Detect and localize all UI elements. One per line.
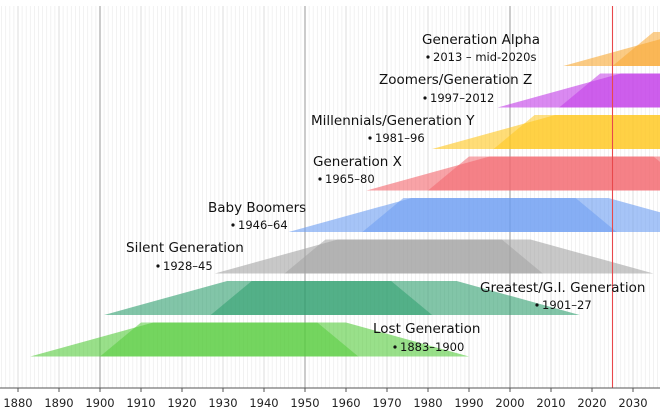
x-tick-label: 1880	[3, 396, 32, 410]
x-tick-label: 1960	[331, 396, 360, 410]
x-tick-label: 1950	[290, 396, 319, 410]
band-core	[284, 239, 543, 274]
x-tick-label: 1920	[167, 396, 196, 410]
x-tick-label: 2020	[577, 396, 606, 410]
years-greatest-g-i-generation: 1901–27	[542, 298, 592, 312]
label-zoomers-generation-z: Zoomers/Generation Z	[379, 72, 532, 88]
band-silent-generation	[214, 239, 654, 274]
x-tick-label: 1990	[454, 396, 483, 410]
label-millennials-generation-y: Millennials/Generation Y	[311, 113, 475, 129]
label-bullet	[231, 223, 235, 227]
x-tick-label: 1940	[249, 396, 278, 410]
band-zoomers-generation-z	[497, 73, 660, 108]
band-millennials-generation-y	[432, 115, 660, 149]
label-bullet	[393, 345, 397, 349]
label-bullet	[368, 136, 372, 140]
label-baby-boomers: Baby Boomers	[208, 200, 306, 216]
band-core	[493, 115, 660, 149]
x-tick-label: 1970	[372, 396, 401, 410]
band-lost-generation	[30, 322, 470, 357]
x-tick-label: 2010	[536, 396, 565, 410]
band-greatest-g-i-generation	[104, 281, 580, 315]
years-lost-generation: 1883–1900	[400, 340, 464, 354]
x-tick-label: 1890	[44, 396, 73, 410]
label-bullet	[423, 96, 427, 100]
band-generation-x	[366, 156, 660, 191]
band-core	[210, 281, 433, 315]
x-tick-label: 1910	[126, 396, 155, 410]
band-core	[428, 156, 660, 191]
band-core	[362, 198, 617, 232]
x-tick-label: 1900	[85, 396, 114, 410]
years-millennials-generation-y: 1981–96	[375, 131, 425, 145]
generation-bands	[30, 32, 660, 357]
x-axis: 1880 1890 1900 1910 1920 1930 1940 1950 1960 1970…	[0, 387, 660, 410]
band-generation-alpha	[563, 32, 660, 66]
years-baby-boomers: 1946–64	[238, 218, 288, 232]
label-generation-x: Generation X	[313, 154, 402, 170]
band-core	[100, 322, 359, 357]
years-silent-generation: 1928–45	[163, 259, 213, 273]
band-baby-boomers	[288, 198, 660, 232]
grid	[1, 6, 658, 388]
years-generation-alpha: 2013 – mid-2020s	[433, 50, 536, 64]
band-core	[559, 73, 660, 108]
label-lost-generation: Lost Generation	[373, 321, 480, 337]
x-tick-label: 1980	[413, 396, 442, 410]
label-greatest-g-i-generation: Greatest/G.I. Generation	[480, 280, 645, 296]
years-generation-x: 1965–80	[325, 172, 375, 186]
label-bullet	[535, 303, 539, 307]
label-bullet	[156, 264, 160, 268]
label-silent-generation: Silent Generation	[126, 240, 244, 256]
x-tick-label: 2030	[618, 396, 647, 410]
band-core	[612, 32, 660, 66]
generation-labels: Generation Alpha 2013 – mid-2020s Zoomers/…	[126, 32, 645, 354]
label-bullet	[426, 55, 430, 59]
label-generation-alpha: Generation Alpha	[422, 32, 540, 48]
label-bullet	[318, 177, 322, 181]
x-tick-label: 2000	[495, 396, 524, 410]
x-tick-label: 1930	[208, 396, 237, 410]
years-zoomers-generation-z: 1997–2012	[430, 91, 494, 105]
